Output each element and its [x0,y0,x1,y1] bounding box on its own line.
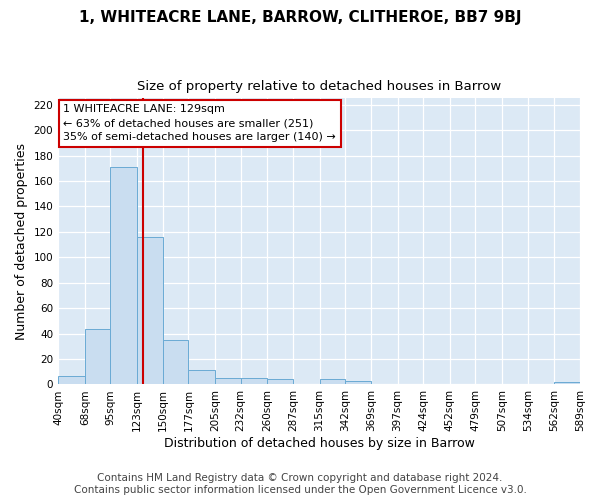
Bar [58,376,85,384]
Text: 1, WHITEACRE LANE, BARROW, CLITHEROE, BB7 9BJ: 1, WHITEACRE LANE, BARROW, CLITHEROE, BB… [79,10,521,25]
Bar [137,237,163,384]
X-axis label: Distribution of detached houses by size in Barrow: Distribution of detached houses by size … [164,437,475,450]
Bar [215,378,241,384]
Bar [163,340,188,384]
Bar [320,380,345,384]
Bar [554,382,580,384]
Bar [345,380,371,384]
Y-axis label: Number of detached properties: Number of detached properties [15,143,28,340]
Bar [188,370,215,384]
Bar [267,380,293,384]
Bar [85,328,110,384]
Bar [110,167,137,384]
Title: Size of property relative to detached houses in Barrow: Size of property relative to detached ho… [137,80,501,93]
Bar [241,378,267,384]
Text: 1 WHITEACRE LANE: 129sqm
← 63% of detached houses are smaller (251)
35% of semi-: 1 WHITEACRE LANE: 129sqm ← 63% of detach… [64,104,336,142]
Text: Contains HM Land Registry data © Crown copyright and database right 2024.
Contai: Contains HM Land Registry data © Crown c… [74,474,526,495]
